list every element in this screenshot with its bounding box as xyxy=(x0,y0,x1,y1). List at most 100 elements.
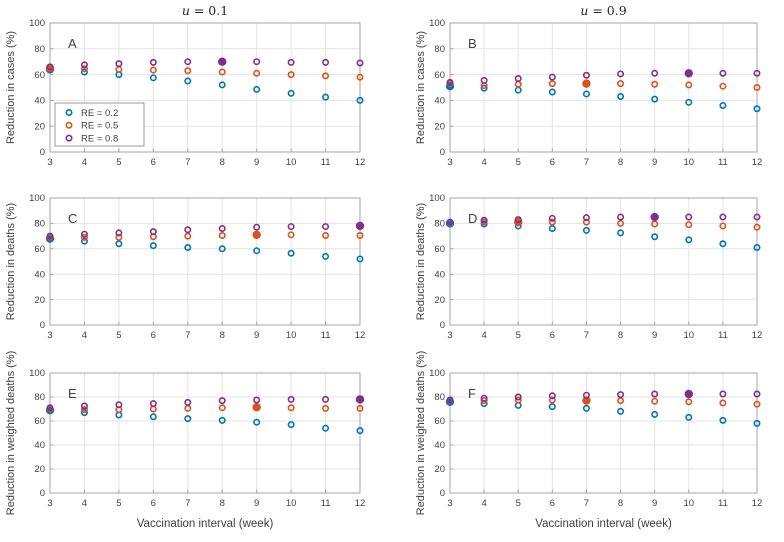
scatter-marker xyxy=(115,401,123,409)
scatter-marker xyxy=(80,233,88,241)
scatter-marker xyxy=(651,220,659,228)
scatter-marker xyxy=(753,84,761,92)
scatter-marker xyxy=(617,93,625,101)
scatter-marker xyxy=(753,419,761,427)
y-tick-label: 0 xyxy=(40,488,45,499)
scatter-marker xyxy=(253,396,261,404)
x-tick-label: 7 xyxy=(185,157,190,168)
scatter-marker xyxy=(356,404,364,412)
scatter-marker xyxy=(322,223,330,231)
x-tick-label: 9 xyxy=(254,498,259,509)
x-tick-label: 8 xyxy=(618,157,623,168)
scatter-marker xyxy=(548,392,556,400)
y-tick-label: 60 xyxy=(34,244,45,255)
y-tick-label: 80 xyxy=(34,44,45,55)
scatter-marker xyxy=(753,105,761,113)
scatter-marker xyxy=(80,237,88,245)
scatter-marker xyxy=(218,404,226,412)
scatter-marker xyxy=(322,252,330,260)
scatter-marker xyxy=(651,80,659,88)
y-tick-label: 20 xyxy=(434,121,445,132)
y-tick-label: 20 xyxy=(434,295,445,306)
scatter-marker xyxy=(480,76,488,84)
scatter-marker xyxy=(548,218,556,226)
scatter-marker xyxy=(617,229,625,237)
x-tick-label: 5 xyxy=(516,498,521,509)
scatter-marker xyxy=(582,90,590,98)
scatter-marker xyxy=(115,233,123,241)
y-tick-label: 100 xyxy=(429,368,445,379)
scatter-marker xyxy=(582,71,590,79)
scatter-marker xyxy=(753,69,761,77)
scatter-marker xyxy=(548,224,556,232)
x-tick-label: 10 xyxy=(683,330,694,341)
x-tick-label: 3 xyxy=(447,498,452,509)
x-tick-label: 9 xyxy=(652,498,657,509)
y-tick-label: 40 xyxy=(434,440,445,451)
scatter-marker xyxy=(287,421,295,429)
scatter-marker xyxy=(651,397,659,405)
y-tick-label: 0 xyxy=(440,320,445,331)
scatter-marker xyxy=(719,69,727,77)
scatter-marker xyxy=(322,424,330,432)
scatter-marker xyxy=(149,400,157,408)
y-tick-label: 20 xyxy=(34,464,45,475)
scatter-marker xyxy=(548,214,556,222)
x-tick-label: 5 xyxy=(116,498,121,509)
scatter-marker xyxy=(80,230,88,238)
y-tick-label: 60 xyxy=(434,70,445,81)
x-tick-label: 11 xyxy=(321,330,331,341)
x-tick-label: 11 xyxy=(321,498,331,509)
scatter-marker xyxy=(149,228,157,236)
scatter-marker xyxy=(356,59,364,67)
scatter-marker xyxy=(617,391,625,399)
x-tick-label: 3 xyxy=(447,330,452,341)
x-tick-label: 9 xyxy=(254,330,259,341)
panel-letter: C xyxy=(68,211,77,226)
y-axis-label: Reduction in cases (%) xyxy=(415,31,427,144)
y-tick-label: 60 xyxy=(34,416,45,427)
scatter-marker xyxy=(253,85,261,93)
scatter-marker xyxy=(218,81,226,89)
column-title: u = 0.9 xyxy=(580,3,626,18)
x-tick-label: 5 xyxy=(516,330,521,341)
scatter-marker xyxy=(184,226,192,234)
scatter-marker xyxy=(582,218,590,226)
y-axis-label: Reduction in deaths (%) xyxy=(5,203,17,320)
x-tick-label: 7 xyxy=(584,330,589,341)
x-tick-label: 12 xyxy=(355,157,366,168)
scatter-marker xyxy=(719,82,727,90)
scatter-marker xyxy=(719,240,727,248)
x-tick-label: 8 xyxy=(618,498,623,509)
scatter-marker xyxy=(356,73,364,81)
panel-F: 3 4 5 6 7 8 9 10 11 12 0 20 40 60 80 100 F Reduction in w… xyxy=(415,351,762,530)
scatter-marker xyxy=(287,89,295,97)
x-tick-label: 8 xyxy=(220,330,225,341)
scatter-marker xyxy=(685,98,693,106)
scatter-marker xyxy=(582,79,591,88)
scatter-marker xyxy=(651,410,659,418)
y-tick-label: 20 xyxy=(434,464,445,475)
scatter-marker xyxy=(617,70,625,78)
scatter-marker xyxy=(80,68,88,76)
scatter-marker xyxy=(184,58,192,66)
scatter-marker xyxy=(719,416,727,424)
y-tick-label: 40 xyxy=(434,96,445,107)
x-tick-label: 8 xyxy=(220,157,225,168)
x-tick-label: 11 xyxy=(718,498,728,509)
y-tick-label: 0 xyxy=(40,147,45,158)
scatter-marker xyxy=(287,58,295,66)
x-tick-label: 4 xyxy=(481,498,486,509)
scatter-marker xyxy=(685,213,693,221)
scatter-marker xyxy=(184,398,192,406)
scatter-marker xyxy=(685,413,693,421)
scatter-marker xyxy=(218,245,226,253)
panel-C: 3 4 5 6 7 8 9 10 11 12 0 20 40 60 80 100 C Reduction in d… xyxy=(5,193,365,341)
scatter-marker xyxy=(356,231,364,239)
panel-letter: B xyxy=(468,36,477,51)
scatter-marker xyxy=(719,102,727,110)
scatter-marker xyxy=(548,403,556,411)
x-tick-label: 3 xyxy=(47,498,52,509)
scatter-marker xyxy=(80,409,88,417)
scatter-marker xyxy=(218,231,226,239)
